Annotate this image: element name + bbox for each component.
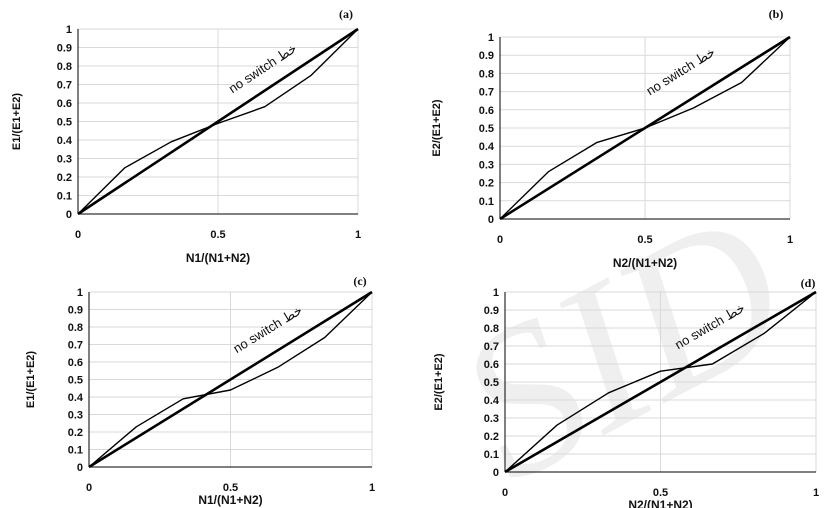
y-tick-label: 0.9 <box>68 305 83 317</box>
x-axis-title: N1/(N1+N2) <box>198 493 262 507</box>
x-tick-label: 0.5 <box>653 487 668 499</box>
y-tick-label: 0.6 <box>479 105 494 117</box>
x-tick-label: 1 <box>369 482 375 494</box>
y-tick-label: 0.7 <box>479 87 494 99</box>
y-tick-label: 0 <box>77 462 83 474</box>
x-axis-title: N2/(N1+N2) <box>628 498 692 508</box>
y-tick-label: 0.7 <box>57 80 72 92</box>
panel-label: (a) <box>339 7 353 21</box>
y-tick-label: 0.5 <box>57 117 72 129</box>
no-switch-reference-line <box>504 290 817 474</box>
y-tick-label: 0.4 <box>68 392 84 404</box>
x-tick-label: 0.5 <box>223 482 238 494</box>
y-tick-label: 0 <box>66 209 72 221</box>
y-tick-label: 0.6 <box>68 357 83 369</box>
x-tick-label: 1 <box>813 487 819 499</box>
chart-panel: 0 0.1 0.2 0.3 0.4 0.5 0.6 0.7 0.8 0.9 1 0 0.5 1 N1/(N1… <box>11 7 361 265</box>
x-tick-label: 0 <box>502 487 508 499</box>
x-tick-label: 0 <box>75 229 81 241</box>
y-axis-title: E2/(E1+E2) <box>431 99 443 157</box>
y-tick-label: 0.5 <box>479 123 494 135</box>
observed-series-line <box>77 28 359 215</box>
y-tick-label: 1 <box>77 287 83 299</box>
y-tick-label: 0.1 <box>68 445 83 457</box>
y-tick-label: 0.2 <box>479 178 494 190</box>
y-axis-title: E1/(E1+E2) <box>25 351 37 409</box>
y-tick-label: 0.9 <box>479 50 494 62</box>
y-axis-title: E2/(E1+E2) <box>433 353 445 411</box>
y-tick-label: 0.6 <box>57 98 72 110</box>
y-tick-label: 0.3 <box>68 410 83 422</box>
y-tick-label: 0.3 <box>57 154 72 166</box>
y-tick-label: 0.2 <box>57 172 72 184</box>
y-tick-label: 0.5 <box>68 375 83 387</box>
chart-panel: 0 0.1 0.2 0.3 0.4 0.5 0.6 0.7 0.8 0.9 1 0 0.5 1 N1/(N1… <box>25 274 375 507</box>
y-tick-label: 0.3 <box>479 159 494 171</box>
y-tick-label: 0.2 <box>484 431 499 443</box>
y-tick-label: 0.9 <box>484 305 499 317</box>
observed-series-line <box>499 36 791 220</box>
panel-label: (d) <box>801 276 816 290</box>
y-tick-label: 0.4 <box>479 141 495 153</box>
x-tick-label: 0 <box>86 482 92 494</box>
y-tick-label: 0.1 <box>479 196 494 208</box>
observed-series-line <box>504 291 817 473</box>
chart-panel: 0 0.1 0.2 0.3 0.4 0.5 0.6 0.7 0.8 0.9 1 0 0.5 1 N2/(N1… <box>431 7 793 270</box>
y-tick-label: 0.5 <box>484 377 499 389</box>
x-tick-label: 1 <box>787 234 793 246</box>
y-tick-label: 1 <box>488 32 494 44</box>
no-switch-annotation: no switch خط <box>230 302 304 356</box>
y-tick-label: 0.1 <box>57 191 72 203</box>
y-tick-label: 1 <box>66 24 72 36</box>
x-tick-label: 0.5 <box>210 229 225 241</box>
x-axis-title: N2/(N1+N2) <box>613 256 677 270</box>
y-tick-label: 1 <box>493 287 499 299</box>
y-tick-label: 0.9 <box>57 43 72 55</box>
y-tick-label: 0.8 <box>57 61 72 73</box>
y-tick-label: 0.2 <box>68 427 83 439</box>
y-tick-label: 0.8 <box>479 68 494 80</box>
y-tick-label: 0.7 <box>484 341 499 353</box>
y-tick-label: 0.3 <box>484 413 499 425</box>
y-tick-label: 0.6 <box>484 359 499 371</box>
no-switch-reference-line <box>77 27 359 216</box>
y-tick-label: 0.8 <box>68 322 83 334</box>
y-tick-label: 0.4 <box>57 135 73 147</box>
y-tick-label: 0 <box>493 467 499 479</box>
y-tick-label: 0.8 <box>484 323 499 335</box>
y-tick-label: 0.4 <box>484 395 500 407</box>
observed-series-line <box>88 291 373 468</box>
y-tick-label: 0 <box>488 214 494 226</box>
y-tick-label: 0.7 <box>68 340 83 352</box>
no-switch-annotation: no switch خط <box>226 40 299 96</box>
x-axis-title: N1/(N1+N2) <box>186 251 250 265</box>
y-tick-label: 0.1 <box>484 449 499 461</box>
x-tick-label: 1 <box>355 229 361 241</box>
x-tick-label: 0 <box>497 234 503 246</box>
no-switch-reference-line <box>88 290 373 469</box>
panel-label: (b) <box>769 7 784 21</box>
panel-label: (c) <box>353 274 366 288</box>
x-tick-label: 0.5 <box>637 234 652 246</box>
y-axis-title: E1/(E1+E2) <box>11 93 23 151</box>
